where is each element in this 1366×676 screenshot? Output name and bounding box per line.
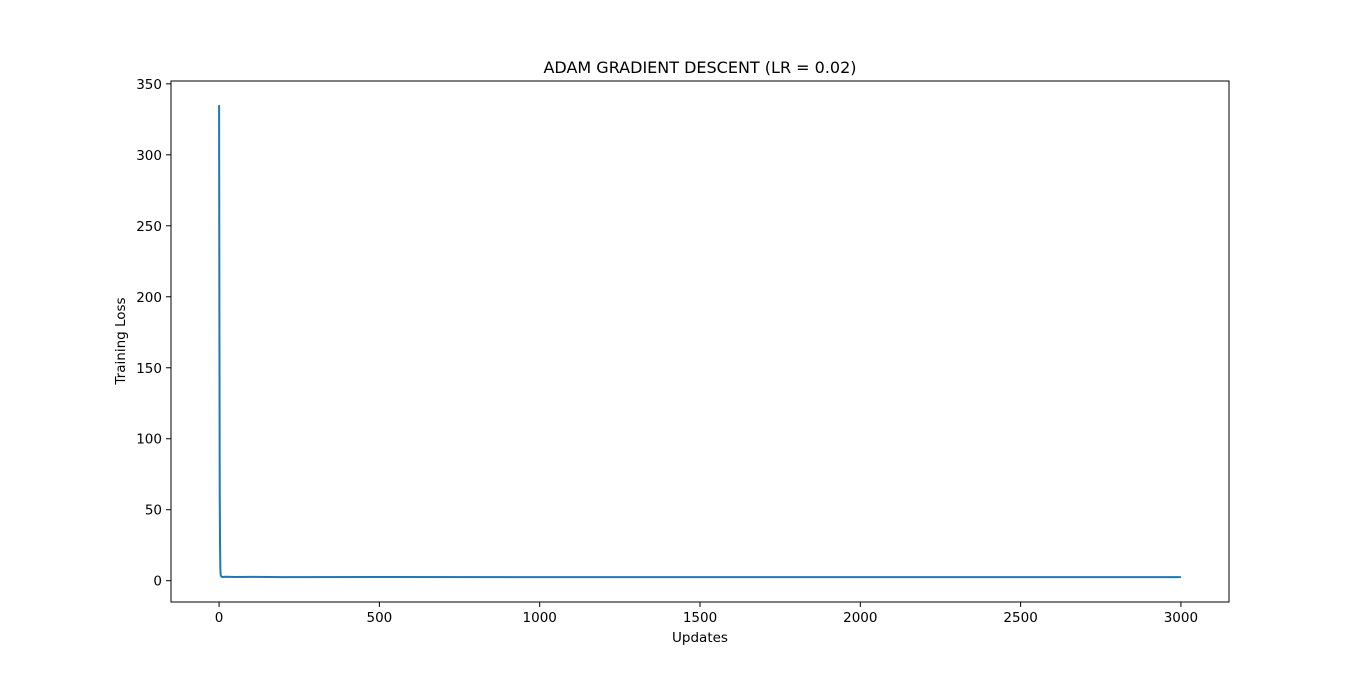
- x-tick-label: 1000: [523, 610, 557, 626]
- y-tick-label: 250: [136, 219, 162, 235]
- series-layer: [218, 105, 1181, 579]
- plot-area: [171, 81, 1229, 602]
- y-tick-label: 300: [136, 148, 162, 164]
- x-tick-label: 1500: [683, 610, 717, 626]
- y-tick-label: 200: [136, 290, 162, 306]
- x-axis-label: Updates: [672, 630, 728, 646]
- x-tick-label: 500: [367, 610, 393, 626]
- y-tick-label: 100: [136, 432, 162, 448]
- x-tick-label: 3000: [1164, 610, 1198, 626]
- y-tick-label: 150: [136, 361, 162, 377]
- x-tick-label: 0: [215, 610, 224, 626]
- y-tick-label: 0: [153, 574, 162, 590]
- x-axis-ticks: 0 500 1000 1500 2000 2500 3000: [215, 602, 1198, 626]
- series-line: [218, 105, 1181, 579]
- y-tick-label: 350: [136, 77, 162, 93]
- x-tick-label: 2500: [1003, 610, 1037, 626]
- y-axis-ticks: 0 50 100 150 200 250 300 350: [136, 77, 171, 590]
- y-tick-label: 50: [145, 503, 162, 519]
- chart-title: ADAM GRADIENT DESCENT (LR = 0.02): [543, 58, 856, 77]
- y-axis-label: Training Loss: [113, 297, 129, 385]
- x-tick-label: 2000: [843, 610, 877, 626]
